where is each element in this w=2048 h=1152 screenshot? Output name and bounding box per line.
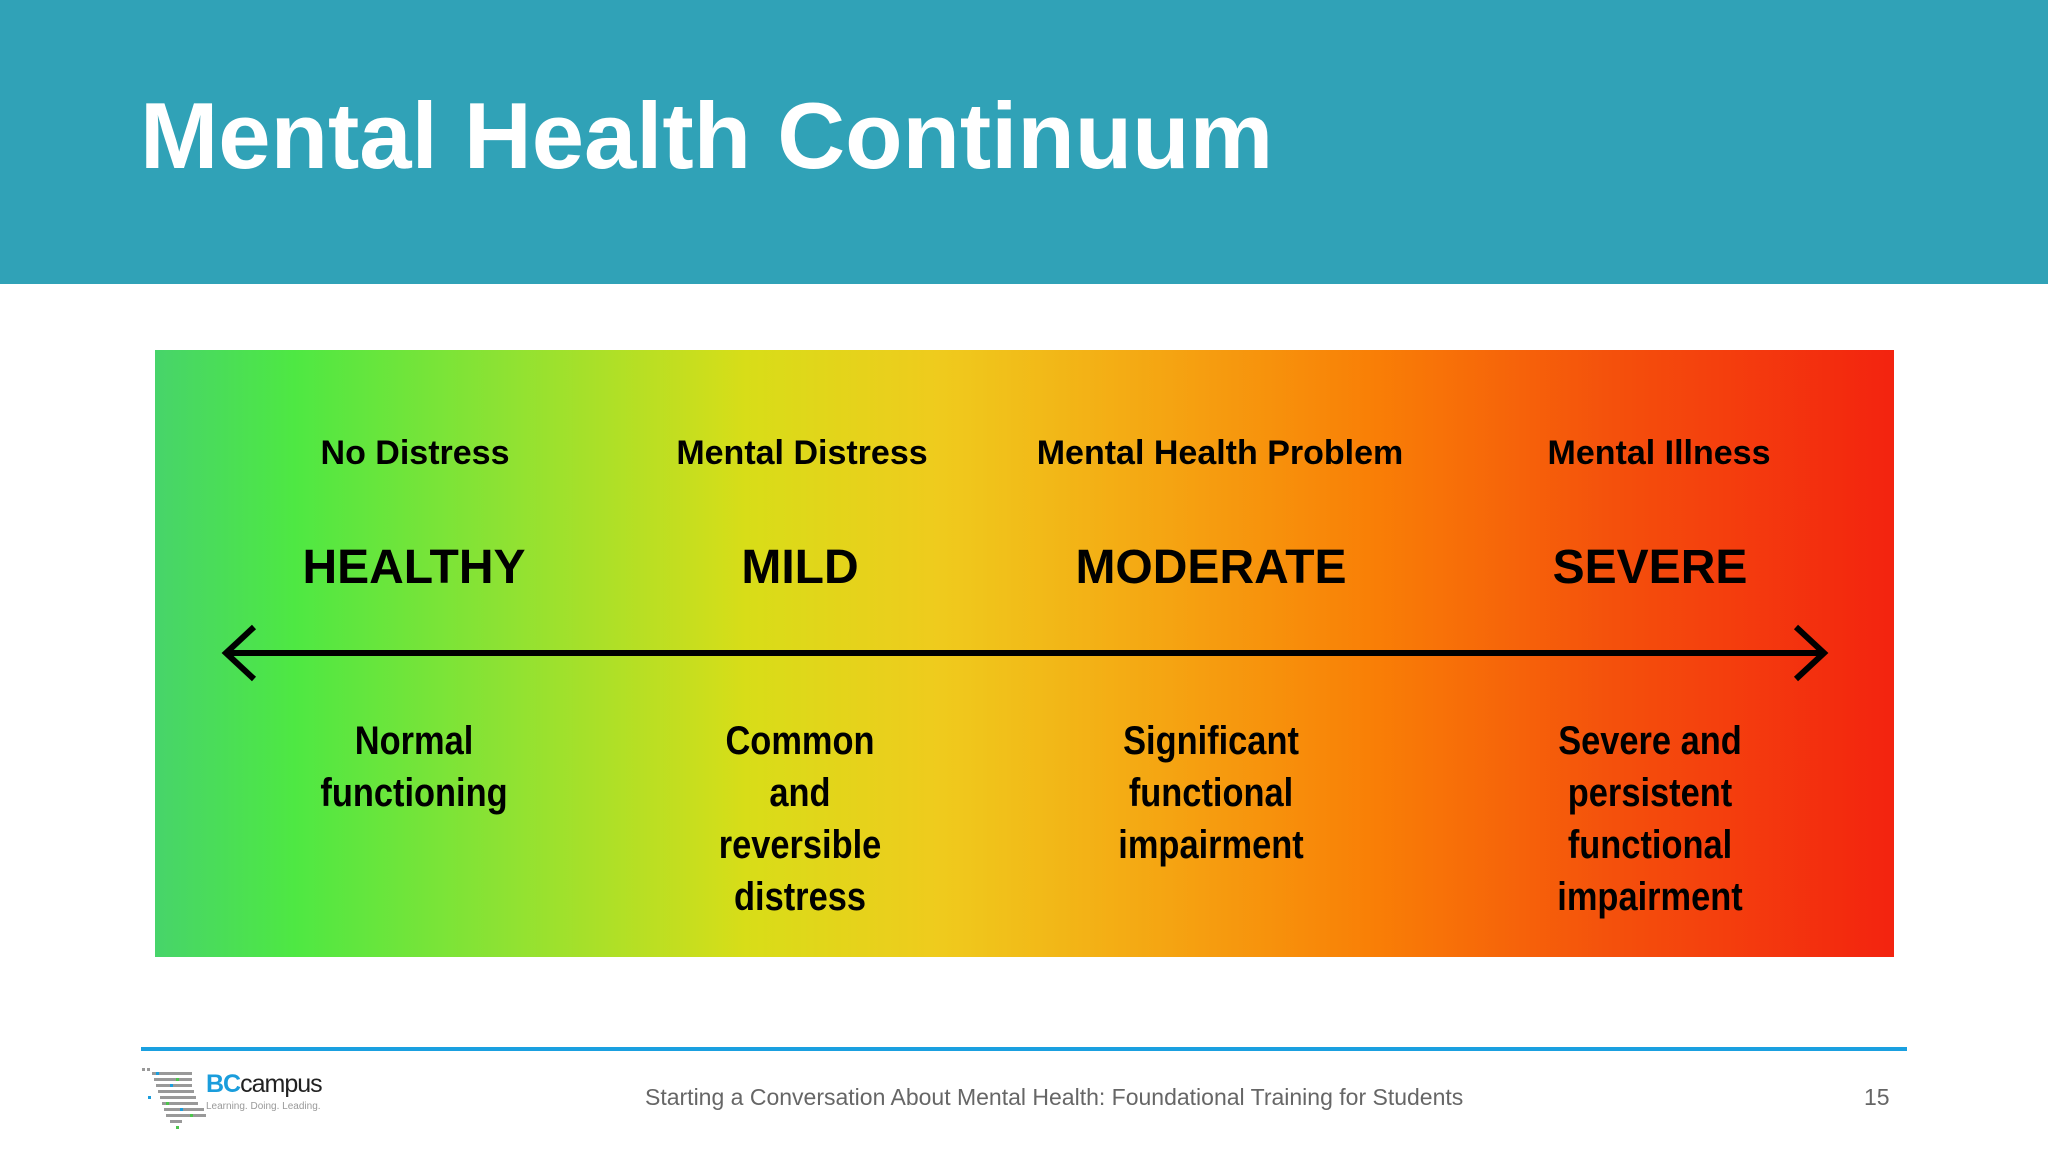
slide-title: Mental Health Continuum bbox=[140, 83, 1274, 188]
description-line: functional bbox=[1567, 823, 1733, 867]
description-moderate: Significant functional impairment bbox=[1022, 715, 1400, 871]
severity-healthy: HEALTHY bbox=[302, 541, 526, 594]
severity-moderate: MODERATE bbox=[1075, 541, 1347, 594]
bccampus-logo: BCcampus Learning. Doing. Leading. bbox=[206, 1070, 323, 1112]
description-line: impairment bbox=[1118, 823, 1304, 867]
description-line: Severe and bbox=[1558, 719, 1742, 763]
description-line: reversible bbox=[718, 823, 882, 867]
description-healthy: Normal functioning bbox=[225, 715, 603, 819]
description-line: functional bbox=[1128, 771, 1294, 815]
description-line: and bbox=[769, 771, 831, 815]
footer-divider bbox=[141, 1047, 1907, 1051]
description-line: Normal bbox=[354, 719, 474, 763]
title-banner: Mental Health Continuum bbox=[0, 0, 2048, 284]
description-mild: Common and reversible distress bbox=[611, 715, 989, 923]
description-line: Significant bbox=[1123, 719, 1299, 763]
column-label-mental-health-problem: Mental Health Problem bbox=[1036, 434, 1404, 472]
logo-brand-bc: BC bbox=[206, 1070, 241, 1098]
column-label-no-distress: No Distress bbox=[320, 434, 510, 472]
severity-severe: SEVERE bbox=[1552, 541, 1748, 594]
description-line: functioning bbox=[320, 771, 508, 815]
footer-text: Starting a Conversation About Mental Hea… bbox=[645, 1084, 1464, 1110]
description-line: distress bbox=[734, 875, 866, 919]
column-label-mental-distress: Mental Distress bbox=[676, 434, 928, 472]
logo-tagline: Learning. Doing. Leading. bbox=[206, 1101, 321, 1112]
description-severe: Severe and persistent functional impairm… bbox=[1461, 715, 1839, 923]
bc-map-logo-icon bbox=[142, 1068, 206, 1129]
page-number: 15 bbox=[1864, 1084, 1890, 1110]
column-label-mental-illness: Mental Illness bbox=[1547, 434, 1771, 472]
severity-mild: MILD bbox=[741, 541, 859, 594]
description-line: impairment bbox=[1557, 875, 1743, 919]
logo-brand-campus: campus bbox=[240, 1070, 323, 1098]
description-line: Common bbox=[725, 719, 875, 763]
description-line: persistent bbox=[1567, 771, 1733, 815]
